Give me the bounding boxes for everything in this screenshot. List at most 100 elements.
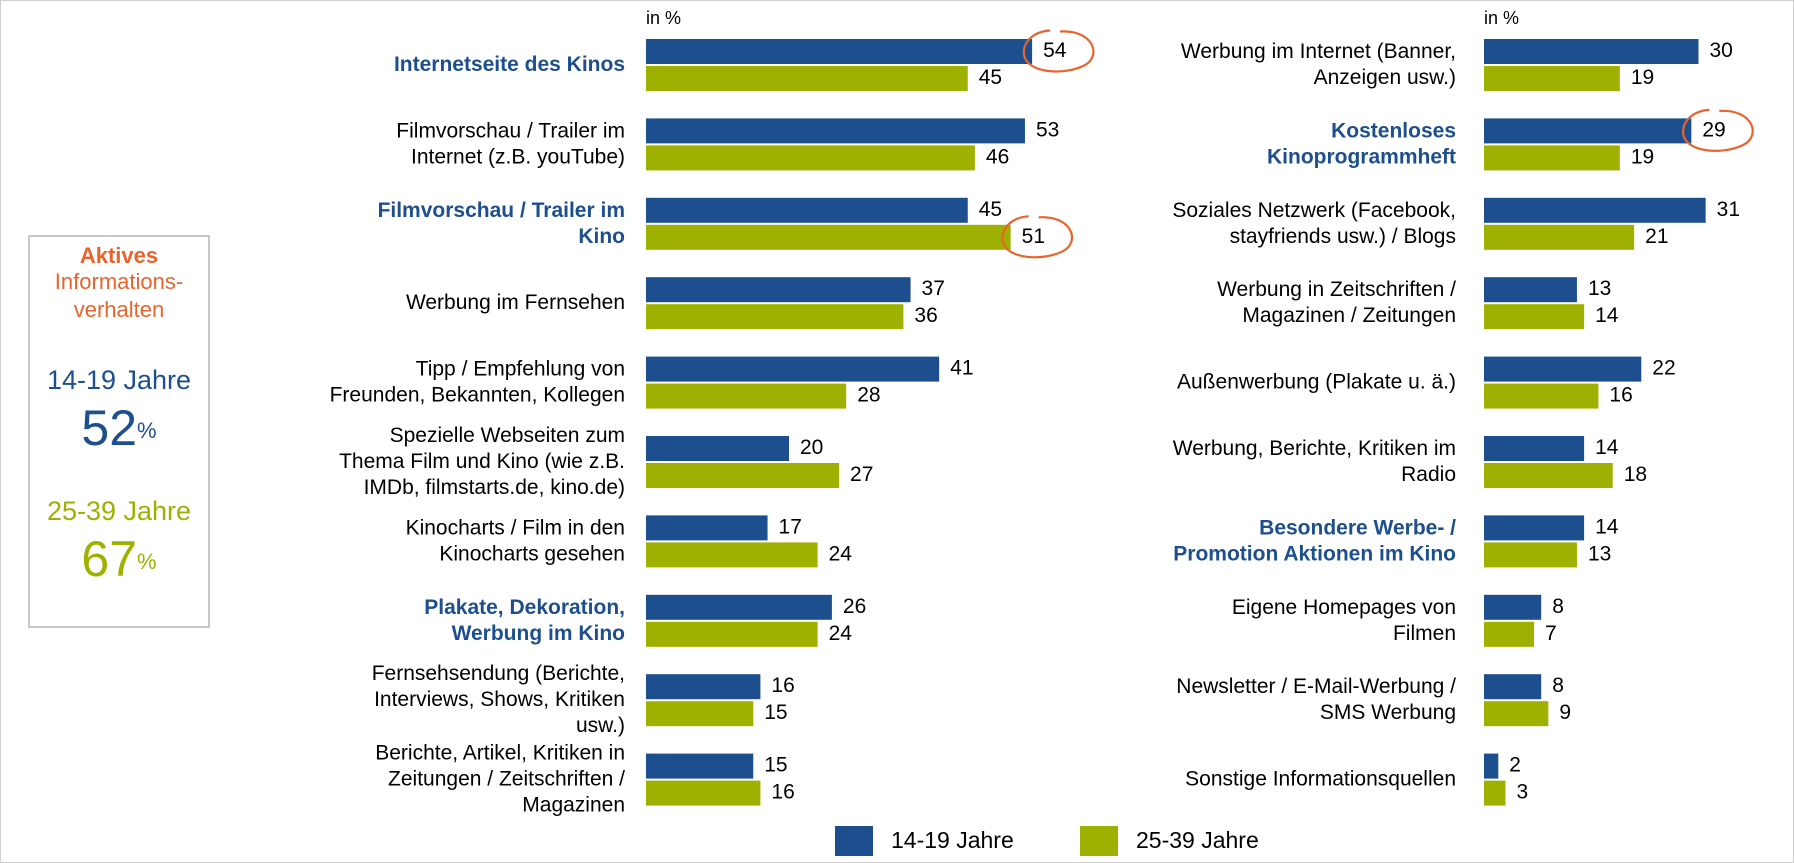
value-label: 26 xyxy=(843,595,866,618)
bar xyxy=(1484,224,1635,250)
value-label: 22 xyxy=(1652,357,1675,380)
category-label: Spezielle Webseiten zum Thema Film und Ki… xyxy=(339,424,625,499)
value-label: 8 xyxy=(1552,595,1564,618)
group-value-number: 52 xyxy=(81,400,137,456)
bar xyxy=(646,66,968,91)
value-label: 16 xyxy=(771,674,794,697)
bar xyxy=(646,118,1025,144)
highlight-circle xyxy=(1001,215,1073,259)
bar xyxy=(1484,594,1542,620)
value-label: 51 xyxy=(1022,225,1045,248)
value-label: 14 xyxy=(1595,436,1619,459)
category-label: Tipp / Empfehlung von Freunden, Bekannten… xyxy=(330,357,625,406)
bar xyxy=(646,383,847,409)
category-label: Soziales Netzwerk (Facebook, stayfriends … xyxy=(1172,198,1456,247)
bar xyxy=(1484,66,1620,91)
group-value-unit: % xyxy=(137,418,157,443)
category-label: Werbung im Fernsehen xyxy=(406,291,625,314)
bar xyxy=(646,356,940,382)
bar xyxy=(646,277,911,303)
value-label: 29 xyxy=(1702,118,1725,141)
category-label: Filmvorschau / Trailer im Internet (z.B. … xyxy=(396,119,625,168)
sidebar-title: Aktives xyxy=(80,243,158,268)
category-label: Werbung im Internet (Banner, Anzeigen usw… xyxy=(1181,40,1456,89)
group-value: 52% xyxy=(81,400,156,456)
value-label: 18 xyxy=(1624,463,1647,486)
value-label: 27 xyxy=(850,463,873,486)
value-label: 28 xyxy=(857,384,880,407)
category-label: Kostenloses Kinoprogrammheft xyxy=(1267,119,1456,168)
value-label: 41 xyxy=(950,357,973,380)
bar xyxy=(1484,515,1585,541)
value-label: 36 xyxy=(914,304,937,327)
category-label: Eigene Homepages von Filmen xyxy=(1232,595,1456,644)
unit-label: in % xyxy=(646,8,681,28)
sidebar-subtitle: verhalten xyxy=(74,297,165,322)
value-label: 14 xyxy=(1595,515,1619,538)
value-label: 31 xyxy=(1717,198,1740,221)
value-label: 2 xyxy=(1509,754,1521,777)
legend-label: 25-39 Jahre xyxy=(1136,827,1259,853)
category-label: Kinocharts / Film in den Kinocharts geseh… xyxy=(406,516,625,565)
bar xyxy=(1484,674,1542,700)
value-label: 15 xyxy=(764,754,787,777)
bar xyxy=(1484,542,1577,568)
bar xyxy=(646,674,761,700)
bar xyxy=(646,780,761,806)
category-label: Filmvorschau / Trailer im Kino xyxy=(378,198,625,247)
value-label: 46 xyxy=(986,145,1009,168)
group-value-unit: % xyxy=(137,549,157,574)
value-label: 19 xyxy=(1631,66,1654,89)
bar xyxy=(646,753,754,779)
bar xyxy=(1484,436,1585,461)
legend-label: 14-19 Jahre xyxy=(891,827,1014,853)
category-label: Außenwerbung (Plakate u. ä.) xyxy=(1177,370,1456,393)
bar xyxy=(646,436,789,461)
value-label: 37 xyxy=(922,277,945,300)
value-label: 21 xyxy=(1645,225,1668,248)
bar xyxy=(646,515,768,541)
category-label: Sonstige Informationsquellen xyxy=(1185,767,1456,790)
bar xyxy=(1484,118,1692,144)
category-label: Werbung in Zeitschriften / Magazinen / Ze… xyxy=(1217,278,1456,327)
category-label: Fernsehsendung (Berichte, Interviews, Sho… xyxy=(372,662,625,737)
value-label: 45 xyxy=(979,198,1002,221)
bar xyxy=(646,197,968,223)
bar xyxy=(646,621,818,647)
group-value: 67% xyxy=(81,531,156,587)
value-label: 16 xyxy=(1609,384,1632,407)
bar xyxy=(1484,39,1699,64)
bar xyxy=(1484,197,1706,223)
value-label: 54 xyxy=(1043,39,1067,62)
value-label: 7 xyxy=(1545,622,1557,645)
value-label: 15 xyxy=(764,701,787,724)
value-label: 30 xyxy=(1710,39,1733,62)
bar xyxy=(1484,145,1620,171)
value-label: 8 xyxy=(1552,674,1564,697)
bar xyxy=(646,701,754,727)
legend-swatch xyxy=(1080,826,1118,856)
group-value-number: 67 xyxy=(81,531,137,587)
highlight-circle xyxy=(1022,29,1095,73)
bar xyxy=(646,304,904,330)
value-label: 45 xyxy=(979,66,1002,89)
category-label: Werbung, Berichte, Kritiken im Radio xyxy=(1173,437,1456,486)
category-label: Besondere Werbe- / Promotion Aktionen im … xyxy=(1173,516,1456,565)
category-label: Newsletter / E-Mail-Werbung / SMS Werbung xyxy=(1176,675,1456,724)
value-label: 53 xyxy=(1036,118,1059,141)
bar xyxy=(1484,753,1499,779)
bar xyxy=(1484,701,1549,727)
value-label: 20 xyxy=(800,436,823,459)
bar xyxy=(646,463,840,488)
value-label: 19 xyxy=(1631,145,1654,168)
highlight-circle xyxy=(1682,108,1754,152)
bar xyxy=(646,224,1011,250)
bar xyxy=(1484,277,1577,303)
group-name: 25-39 Jahre xyxy=(47,496,191,526)
value-label: 24 xyxy=(829,622,853,645)
bar xyxy=(1484,304,1585,330)
category-label: Internetseite des Kinos xyxy=(394,53,625,76)
bar xyxy=(646,39,1033,64)
bar xyxy=(1484,780,1506,806)
